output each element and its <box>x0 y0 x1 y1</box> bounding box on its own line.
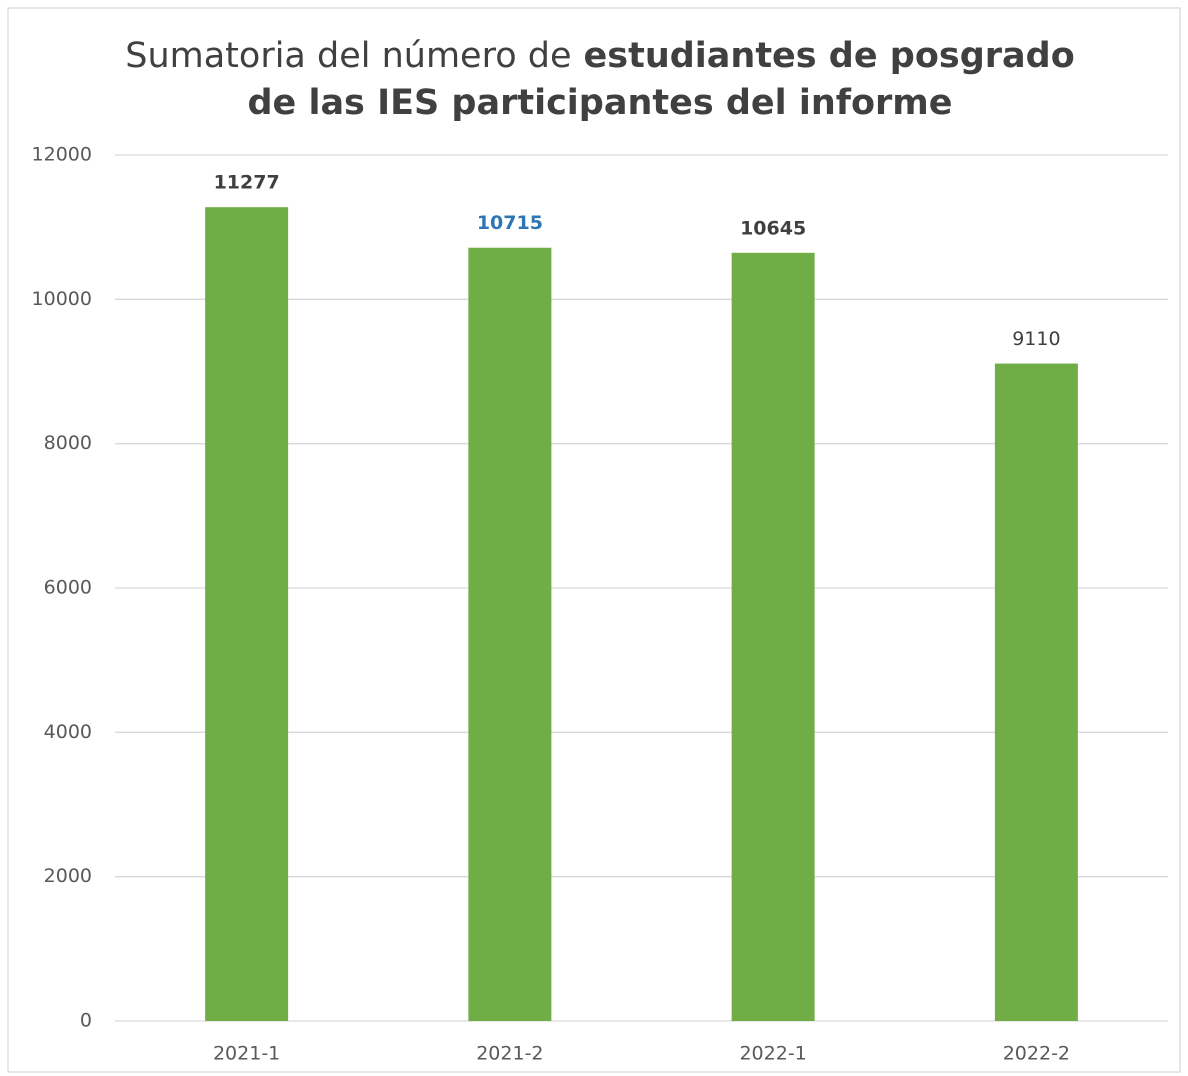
x-tick-label: 2022-2 <box>1003 1043 1070 1065</box>
y-tick-label: 0 <box>80 1010 92 1032</box>
title-run: Sumatoria del número de <box>125 36 571 76</box>
x-tick-label: 2021-2 <box>476 1043 543 1065</box>
bar <box>205 207 289 1021</box>
y-tick-label: 6000 <box>44 577 92 599</box>
y-tick-label: 4000 <box>44 721 92 743</box>
y-tick-label: 10000 <box>32 288 92 310</box>
chart-title: Sumatoria del número de estudiantes de po… <box>125 36 1075 76</box>
bar <box>994 363 1078 1022</box>
bar <box>731 252 815 1021</box>
bar <box>468 247 552 1022</box>
chart-border <box>7 7 1181 1073</box>
y-tick-label: 2000 <box>44 865 92 887</box>
chart-title: de las IES participantes del informe <box>247 83 952 123</box>
data-label: 11277 <box>214 172 280 194</box>
x-tick-label: 2021-1 <box>213 1043 280 1065</box>
y-tick-label: 8000 <box>44 432 92 454</box>
title-run: de las IES participantes del informe <box>247 83 952 123</box>
x-tick-label: 2022-1 <box>739 1043 806 1065</box>
data-label: 10715 <box>477 212 543 234</box>
data-label: 9110 <box>1012 328 1060 350</box>
y-tick-label: 12000 <box>32 144 92 166</box>
title-run: estudiantes de posgrado <box>584 36 1075 76</box>
data-label: 10645 <box>740 217 806 239</box>
